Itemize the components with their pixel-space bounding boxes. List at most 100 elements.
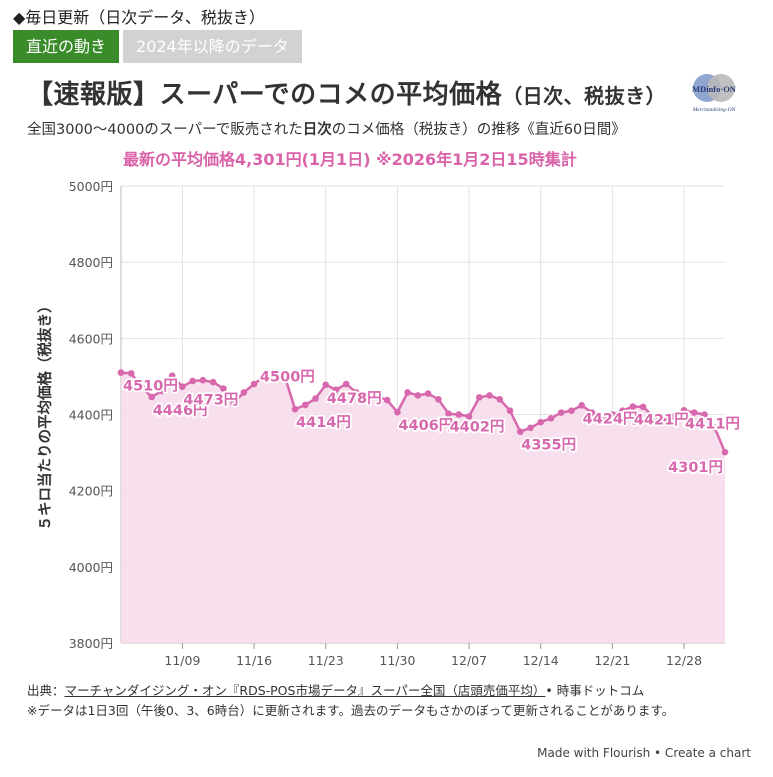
x-tick-label: 12/07 <box>451 653 487 668</box>
data-label: 4406円 <box>398 417 453 434</box>
data-point[interactable] <box>476 394 483 401</box>
y-tick-label: 5000円 <box>69 179 113 194</box>
data-label: 4478円 <box>327 390 382 407</box>
y-tick-label: 4400円 <box>69 408 113 423</box>
data-point[interactable] <box>670 413 678 420</box>
data-point[interactable] <box>629 403 637 410</box>
data-point[interactable] <box>373 392 381 400</box>
data-point[interactable] <box>435 395 442 403</box>
data-point[interactable] <box>148 393 156 401</box>
data-label: 4446円 <box>153 402 208 419</box>
data-point[interactable] <box>650 413 657 420</box>
subtitle-bold: 日次 <box>302 122 332 138</box>
data-point[interactable] <box>588 409 596 416</box>
data-point[interactable] <box>701 411 708 418</box>
data-label: 4355円 <box>521 437 576 454</box>
data-point[interactable] <box>527 424 534 432</box>
data-point[interactable] <box>690 409 698 416</box>
source-line: 出典：マーチャンダイジング・オン『RDS-POS市場データ』スーパー全国（店頭売… <box>27 681 674 701</box>
data-point[interactable] <box>168 372 176 379</box>
data-point[interactable] <box>322 381 330 389</box>
data-point[interactable] <box>383 396 391 404</box>
title-main: 【速報版】スーパーでのコメの平均価格 <box>27 80 503 110</box>
y-tick-label: 4200円 <box>69 484 113 499</box>
data-point[interactable] <box>220 385 227 392</box>
data-point[interactable] <box>199 376 207 384</box>
data-label: 4510円 <box>123 378 178 395</box>
data-point[interactable] <box>117 369 125 376</box>
data-point[interactable] <box>363 395 370 402</box>
data-point[interactable] <box>537 418 545 426</box>
data-point[interactable] <box>496 395 504 403</box>
update-note: ※データは1日3回（午後0、3、6時台）に更新されます。過去のデータもさかのぼっ… <box>27 703 675 718</box>
y-tick-label: 4800円 <box>69 255 113 270</box>
data-point[interactable] <box>721 448 729 456</box>
data-point[interactable] <box>455 411 463 418</box>
data-point[interactable] <box>209 378 217 386</box>
data-point[interactable] <box>516 428 524 435</box>
data-point[interactable] <box>301 401 309 409</box>
source-suffix: • 時事ドットコム <box>545 683 645 698</box>
data-point[interactable] <box>619 407 626 414</box>
title-paren: （日次、税抜き） <box>502 84 667 108</box>
data-label: 4411円 <box>685 415 740 432</box>
data-point[interactable] <box>342 380 350 388</box>
data-point[interactable] <box>404 389 411 396</box>
tab-bar: 直近の動き 2024年以降のデータ <box>13 30 302 63</box>
data-point[interactable] <box>240 389 248 396</box>
x-tick-label: 12/21 <box>594 653 630 668</box>
data-point[interactable] <box>598 415 606 422</box>
footer: 出典：マーチャンダイジング・オン『RDS-POS市場データ』スーパー全国（店頭売… <box>27 681 674 721</box>
logo-top-text: MDinfo·ON <box>692 84 737 94</box>
data-point[interactable] <box>486 392 493 399</box>
area-fill <box>121 372 725 643</box>
subtitle-suffix: のコメ価格（税抜き）の推移《直近60日間》 <box>331 122 626 138</box>
data-point[interactable] <box>230 399 237 407</box>
data-point[interactable] <box>609 411 616 418</box>
data-label: 4500円 <box>260 368 315 385</box>
data-point[interactable] <box>711 424 719 432</box>
chart-subtitle: 全国3000〜4000のスーパーで販売された日次のコメ価格（税抜き）の推移《直近… <box>27 118 626 139</box>
data-point[interactable] <box>568 407 575 414</box>
tab-recent[interactable]: 直近の動き <box>13 30 120 63</box>
data-point[interactable] <box>179 383 186 390</box>
x-tick-label: 11/30 <box>379 653 415 668</box>
data-point[interactable] <box>557 409 565 416</box>
data-point[interactable] <box>424 390 432 397</box>
data-label: 4301円 <box>668 459 723 476</box>
source-link[interactable]: マーチャンダイジング・オン『RDS-POS市場データ』スーパー全国（店頭売価平均… <box>64 683 546 698</box>
data-point[interactable] <box>353 389 360 396</box>
x-tick-label: 11/16 <box>236 653 272 668</box>
data-point[interactable] <box>138 383 145 391</box>
flourish-credit[interactable]: Made with Flourish • Create a chart <box>537 746 751 760</box>
data-point[interactable] <box>189 377 196 385</box>
data-point[interactable] <box>312 395 319 402</box>
y-tick-label: 4600円 <box>69 331 113 346</box>
data-point[interactable] <box>394 408 401 416</box>
data-point[interactable] <box>660 416 667 424</box>
data-point[interactable] <box>506 407 514 414</box>
data-point[interactable] <box>127 370 135 377</box>
y-tick-label: 3800円 <box>69 636 113 651</box>
data-point[interactable] <box>281 373 289 380</box>
data-point[interactable] <box>158 387 166 395</box>
data-point[interactable] <box>332 386 340 394</box>
data-point[interactable] <box>250 380 258 388</box>
data-point[interactable] <box>414 392 422 399</box>
price-chart: 3800円 4000円 4200円 4400円 4600円 4800円 5000円 11/09… <box>36 179 742 668</box>
data-point[interactable] <box>291 405 299 413</box>
data-point[interactable] <box>271 376 278 383</box>
tab-since-2024[interactable]: 2024年以降のデータ <box>123 30 302 63</box>
data-point[interactable] <box>547 415 555 422</box>
data-label: 4424円 <box>583 410 638 427</box>
data-label: 4473円 <box>183 392 238 409</box>
logo-bottom-text: Merchandising-ON <box>692 107 736 113</box>
data-point[interactable] <box>639 403 647 411</box>
data-point[interactable] <box>578 402 585 409</box>
data-point[interactable] <box>680 407 688 414</box>
data-point[interactable] <box>261 373 268 380</box>
data-point[interactable] <box>465 413 473 420</box>
x-tick-label: 11/23 <box>308 653 344 668</box>
data-point[interactable] <box>445 410 452 418</box>
source-label: 出典： <box>27 683 65 698</box>
